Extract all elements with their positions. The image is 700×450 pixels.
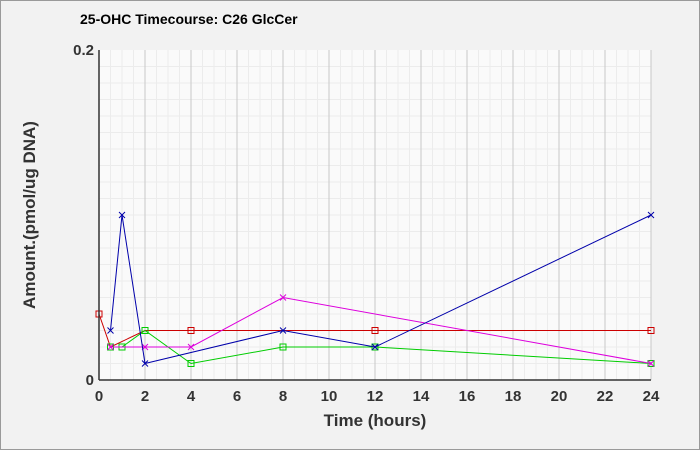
major-grid [144,50,652,380]
data-point-stroke [279,327,287,334]
x-tick-label: 2 [141,388,149,405]
data-point-stroke [118,211,126,219]
y-axis-label: Amount.(pmol/ug DNA) [20,121,39,309]
x-tick-label: 8 [279,388,287,405]
data-point [141,327,149,334]
data-point-stroke [107,343,114,351]
x-tick-label: 18 [505,388,522,405]
data-point [371,327,379,334]
axes [98,50,651,381]
x-tick-label: 10 [321,388,338,405]
x-tick-label: 12 [367,388,384,405]
x-tick-label: 24 [643,388,660,405]
x-tick-label: 4 [187,388,196,405]
x-tick-label: 6 [233,388,241,405]
data-point-stroke [187,343,195,351]
data-point-stroke [647,360,655,367]
data-point [107,327,114,334]
data-point [647,360,655,367]
chart-title: 25-OHC Timecourse: C26 GlcCer [80,11,298,27]
data-point-stroke [647,211,655,219]
x-tick-label: 16 [459,388,476,405]
data-point-stroke [279,294,287,301]
data-point-stroke [107,327,114,334]
data-point [371,343,379,351]
x-tick-label: 22 [597,388,614,405]
data-point [107,343,114,351]
data-point [371,343,379,351]
series-line-4 [110,214,652,365]
x-tick-label: 14 [413,388,430,405]
series-line-1 [98,313,651,348]
data-point [647,360,655,367]
data-point [118,211,126,219]
data-point [279,327,287,334]
data-point [647,327,655,334]
x-tick-label: 0 [95,388,103,405]
data-point [187,327,195,334]
data-point [141,360,149,367]
series-layer [95,211,655,367]
data-point [279,294,287,301]
data-point-stroke [141,360,149,367]
data-point-stroke [371,343,379,351]
y-tick-label: 0.2 [73,42,94,59]
y-tick-label: 0 [86,372,94,389]
data-point [279,343,287,351]
data-point [187,360,195,367]
data-point [647,211,655,219]
x-axis-label: Time (hours) [324,411,427,430]
x-tick-label: 20 [551,388,568,405]
data-point [187,343,195,351]
